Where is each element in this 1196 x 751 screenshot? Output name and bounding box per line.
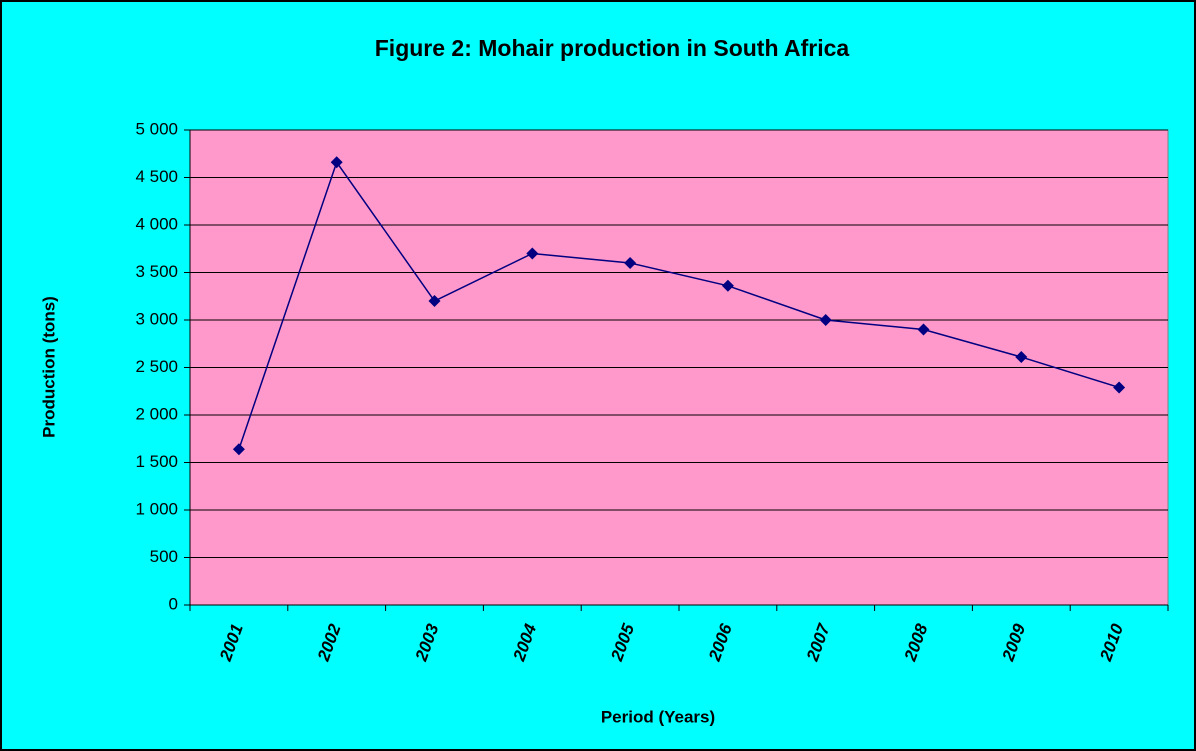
y-tick-label: 1 500 [135, 452, 178, 471]
marker [1015, 351, 1028, 364]
marker [232, 443, 245, 456]
line [238, 160, 1120, 450]
y-tick-label: 4 500 [135, 167, 178, 186]
marker [917, 323, 930, 336]
y-tick-label: 2 500 [135, 357, 178, 376]
y-tick-label: 3 500 [135, 262, 178, 281]
y-tick-label: 500 [150, 547, 178, 566]
marker [526, 247, 539, 260]
y-tick-label: 4 000 [135, 214, 178, 233]
marker [721, 279, 734, 292]
marker [819, 314, 832, 326]
y-tick-label: 1 000 [135, 499, 178, 518]
y-axis-title: Production (tons) [39, 296, 58, 438]
x-axis-title: Period (Years) [601, 707, 715, 726]
y-tick-label: 0 [169, 594, 178, 613]
marker [330, 156, 343, 169]
marker [428, 295, 441, 307]
marker [1113, 381, 1126, 394]
marker [624, 257, 637, 269]
y-tick-label: 2 000 [135, 404, 178, 423]
chart-title: Figure 2: Mohair production in South Afr… [375, 35, 850, 61]
y-tick-label: 3 000 [135, 309, 178, 328]
y-tick-label: 5 000 [135, 119, 178, 138]
